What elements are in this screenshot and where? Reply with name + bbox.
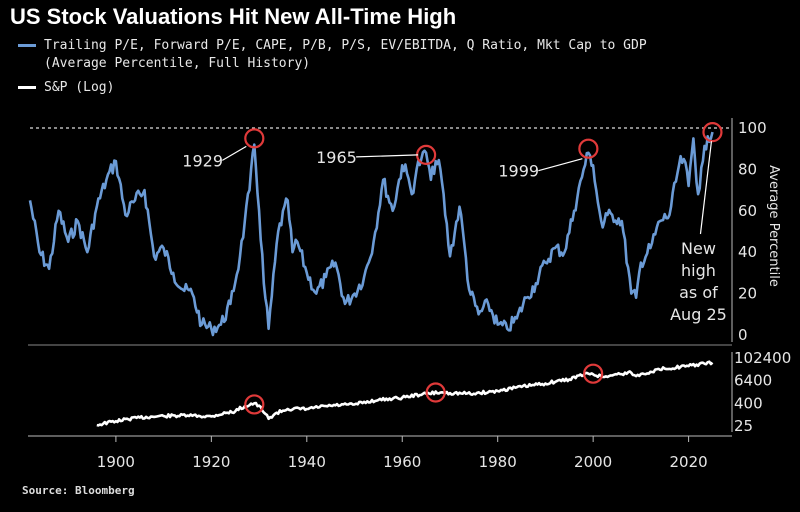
x-tick-label: 1980 [479, 453, 517, 471]
peak-label: 1929 [182, 151, 223, 170]
x-tick-label: 1920 [192, 453, 230, 471]
y-tick-label-top: 80 [738, 160, 757, 178]
peak-label-leader [356, 154, 419, 158]
legend-swatch-valuation [18, 44, 36, 47]
y-tick-label-bottom: 6400 [734, 372, 772, 390]
valuation-line [28, 131, 714, 337]
y-tick-label-bottom: 102400 [734, 349, 791, 367]
new-high-annotation: as of [679, 283, 718, 302]
x-tick-label: 1940 [288, 453, 326, 471]
y-axis-label-top: Average Percentile [766, 165, 781, 287]
y-tick-label-bottom: 25 [734, 417, 753, 435]
peak-label: 1999 [498, 162, 539, 181]
legend-sp: S&P (Log) [18, 80, 114, 95]
legend-valuation-label: Trailing P/E, Forward P/E, CAPE, P/B, P/… [44, 38, 647, 53]
x-tick-label: 1900 [97, 453, 135, 471]
peak-label: 1965 [316, 148, 357, 167]
peak-marker [244, 128, 265, 149]
sp-marker [244, 394, 265, 415]
legend-swatch-sp [18, 86, 36, 89]
y-tick-label-top: 40 [738, 243, 757, 261]
y-tick-label-bottom: 400 [734, 394, 763, 412]
sp-marker [425, 382, 446, 403]
x-tick-label: 1960 [383, 453, 421, 471]
peak-marker [702, 122, 723, 143]
new-high-annotation: high [681, 261, 716, 280]
x-tick-label: 2000 [574, 453, 612, 471]
legend-valuation-subtitle: (Average Percentile, Full History) [44, 56, 311, 71]
new-high-leader [699, 141, 713, 235]
legend-valuation: Trailing P/E, Forward P/E, CAPE, P/B, P/… [18, 38, 647, 53]
sp-line [96, 360, 714, 427]
source-note: Source: Bloomberg [22, 484, 135, 497]
y-tick-label-top: 60 [738, 202, 757, 220]
legend-sp-label: S&P (Log) [44, 80, 115, 95]
peak-label-leader [538, 158, 583, 172]
peak-label-leader [222, 145, 247, 161]
chart-title: US Stock Valuations Hit New All-Time Hig… [10, 4, 457, 29]
y-tick-label-top: 0 [738, 326, 748, 344]
peak-marker [578, 138, 599, 159]
new-high-annotation: Aug 25 [670, 305, 727, 324]
new-high-annotation: New [681, 239, 716, 258]
x-tick-label: 2020 [669, 453, 707, 471]
sp-marker [583, 363, 604, 384]
y-tick-label-top: 100 [738, 119, 767, 137]
y-tick-label-top: 20 [738, 285, 757, 303]
